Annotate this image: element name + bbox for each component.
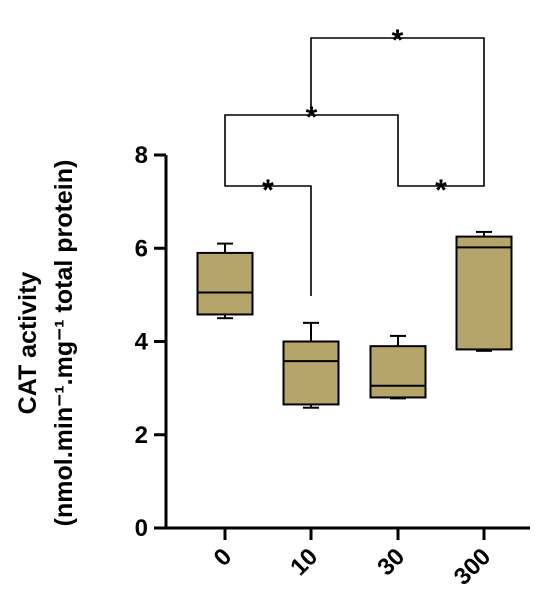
box-0	[196, 251, 254, 316]
x-tick-label: 30	[372, 543, 410, 581]
y-tick-label: 0	[135, 515, 148, 542]
significance-bracket	[397, 165, 485, 187]
significance-star: *	[262, 174, 274, 207]
significance-bracket	[224, 165, 312, 296]
y-axis-title-line1: CAT activity	[14, 272, 42, 415]
significance-star: *	[435, 174, 447, 207]
x-tick-label: 0	[209, 543, 238, 572]
significance-star: *	[392, 24, 404, 57]
plot-area: 0 2 4 6 8 0 10 30 300 * * * *	[135, 24, 530, 591]
y-tick-label: 6	[135, 235, 148, 262]
y-tick-label: 2	[135, 422, 148, 449]
box-10	[282, 340, 340, 406]
x-tick-label: 300	[449, 543, 496, 590]
significance-bracket	[310, 37, 485, 169]
box-300	[455, 235, 513, 351]
x-tick-label: 10	[285, 543, 323, 581]
box-30	[369, 345, 427, 399]
y-tick-label: 8	[135, 142, 148, 169]
y-tick-label: 4	[135, 329, 149, 356]
significance-star: *	[306, 101, 318, 134]
y-axis-title-line2: (nmol.min⁻¹.mg⁻¹ total protein)	[50, 160, 78, 527]
